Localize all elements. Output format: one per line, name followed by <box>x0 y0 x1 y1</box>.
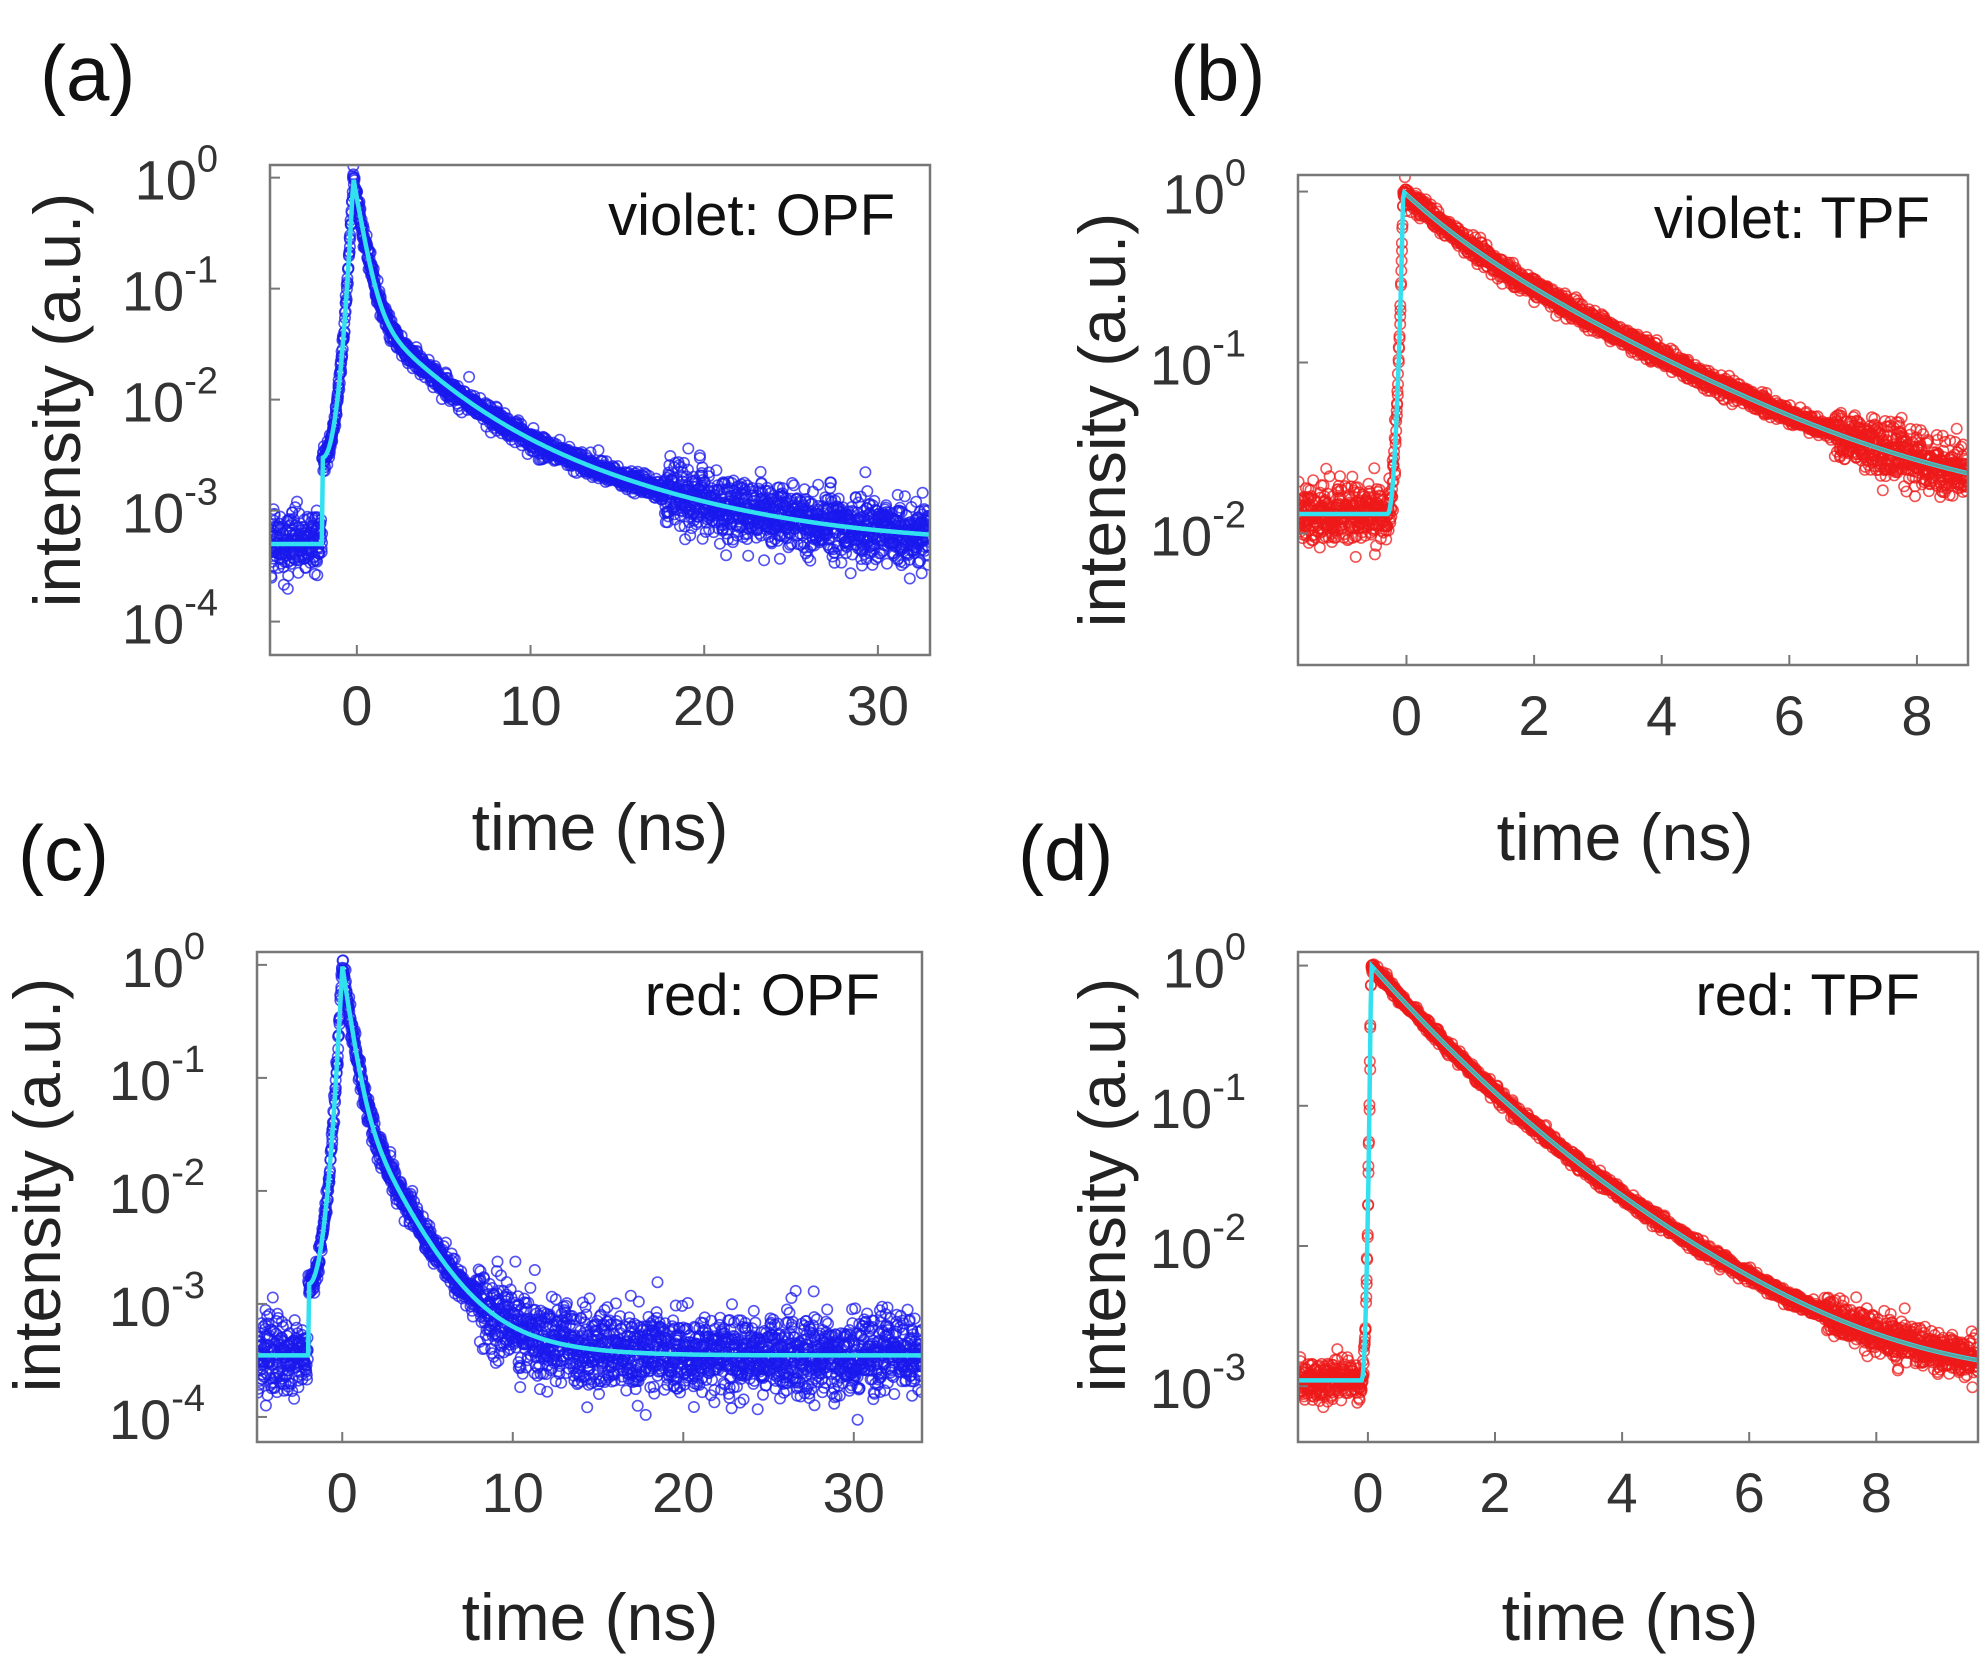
data-point <box>852 496 865 509</box>
data-point <box>773 552 786 565</box>
data-point <box>675 470 688 483</box>
data-point <box>891 488 904 501</box>
panel-label: (a) <box>40 29 135 117</box>
y-tick-label: 10-2 <box>122 361 218 434</box>
data-point <box>702 470 715 483</box>
data-point <box>311 569 324 582</box>
y-axis-label: intensity (a.u.) <box>20 193 94 608</box>
data-point <box>313 547 326 560</box>
x-tick-label: 0 <box>341 674 372 737</box>
x-tick-label: 10 <box>499 674 561 737</box>
data-point <box>696 469 709 482</box>
data-point <box>828 546 841 559</box>
data-point <box>754 465 767 478</box>
data-point <box>682 442 695 455</box>
data-point <box>716 483 729 496</box>
data-point <box>282 569 295 582</box>
panel-label: (b) <box>1170 29 1265 117</box>
x-tick-label: 20 <box>673 674 735 737</box>
data-point <box>702 466 715 479</box>
data-point <box>742 549 755 562</box>
panel-annotation: violet: OPF <box>608 183 895 248</box>
data-point <box>289 501 302 514</box>
data-point <box>874 547 887 560</box>
data-point <box>840 546 853 559</box>
data-point <box>787 479 800 492</box>
y-tick-label: 100 <box>135 139 218 212</box>
x-tick-label: 30 <box>847 674 909 737</box>
data-point <box>281 582 294 595</box>
plot-frame <box>268 163 932 657</box>
data-point <box>915 567 928 580</box>
data-point <box>835 556 848 569</box>
fit-curve <box>270 179 930 547</box>
data-point <box>895 559 908 572</box>
data-point <box>916 486 929 499</box>
data-point <box>699 525 712 538</box>
data-point <box>785 537 798 550</box>
data-point <box>880 557 893 570</box>
data-point <box>922 549 930 562</box>
data-point <box>684 529 697 542</box>
data-point <box>1398 175 1411 184</box>
data-point <box>922 558 930 571</box>
data-point <box>786 476 799 489</box>
data-point <box>677 456 690 469</box>
panel-a: (a) 0 10 20 30 100 10-1 10-2 10-3 10-4 time (ns) in… <box>20 29 932 864</box>
data-point <box>270 571 278 584</box>
data-point <box>292 566 305 579</box>
data-point <box>553 433 566 446</box>
data-point <box>861 485 874 498</box>
y-tick-label: 10-4 <box>122 583 218 656</box>
data-point <box>463 370 476 383</box>
data-point <box>804 554 817 567</box>
data-point <box>859 466 872 479</box>
data-point <box>290 495 303 508</box>
data-point <box>824 476 837 489</box>
data-point <box>1334 470 1347 483</box>
data-point <box>696 473 709 486</box>
data-point <box>845 504 858 517</box>
data-point <box>696 532 709 545</box>
data-point <box>844 567 857 580</box>
data-point <box>898 490 911 503</box>
data-point <box>812 478 825 491</box>
data-point <box>270 503 280 516</box>
y-tick-label: 10-3 <box>122 472 218 545</box>
data-point <box>1349 550 1362 563</box>
data-point <box>1320 462 1333 475</box>
data-point <box>903 572 916 585</box>
data-point <box>922 541 930 554</box>
data-point <box>801 551 814 564</box>
data-point <box>315 546 328 559</box>
data-point <box>1346 470 1359 483</box>
data-point <box>710 464 723 477</box>
data-point <box>1368 462 1381 475</box>
data-point <box>920 518 930 531</box>
data-point <box>720 549 733 562</box>
x-axis-label: time (ns) <box>472 790 729 864</box>
data-point <box>758 554 771 567</box>
y-tick-label: 10-1 <box>122 250 218 323</box>
